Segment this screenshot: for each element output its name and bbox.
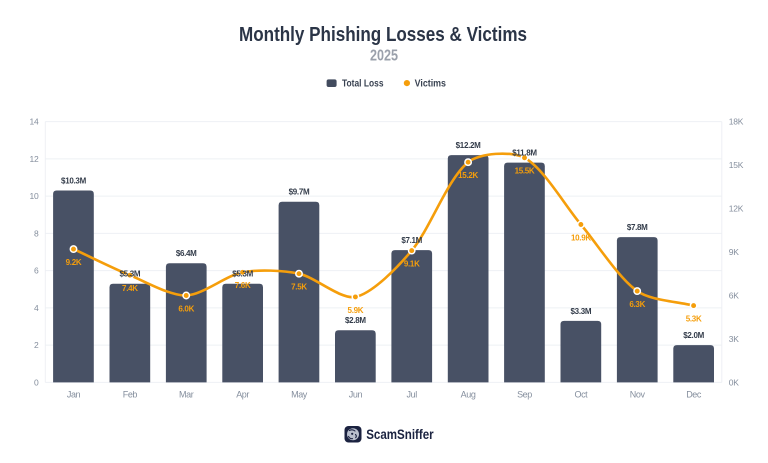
- svg-text:Sep: Sep: [517, 389, 532, 399]
- svg-text:6.0K: 6.0K: [178, 304, 194, 313]
- svg-text:12K: 12K: [729, 204, 744, 214]
- svg-text:Dec: Dec: [686, 389, 702, 399]
- svg-text:6.3K: 6.3K: [629, 300, 645, 309]
- svg-text:15.5K: 15.5K: [515, 167, 535, 176]
- svg-text:6K: 6K: [729, 291, 739, 301]
- svg-text:Nov: Nov: [630, 389, 646, 399]
- svg-text:0K: 0K: [729, 377, 739, 387]
- svg-text:9K: 9K: [729, 247, 739, 257]
- svg-text:Feb: Feb: [123, 389, 138, 399]
- svg-text:Oct: Oct: [574, 389, 588, 399]
- svg-text:Total Loss: Total Loss: [342, 79, 384, 90]
- svg-text:10.9K: 10.9K: [571, 233, 591, 242]
- svg-text:3K: 3K: [729, 334, 739, 344]
- svg-text:15.2K: 15.2K: [458, 171, 478, 180]
- svg-text:8: 8: [34, 228, 39, 238]
- svg-text:Victims: Victims: [415, 79, 447, 90]
- svg-text:$3.3M: $3.3M: [571, 307, 592, 316]
- svg-text:ScamSniffer: ScamSniffer: [366, 427, 434, 442]
- svg-text:$10.3M: $10.3M: [61, 177, 87, 186]
- svg-text:15K: 15K: [729, 160, 744, 170]
- svg-text:2025: 2025: [370, 48, 398, 65]
- svg-text:9.2K: 9.2K: [66, 258, 82, 267]
- svg-text:$2.8M: $2.8M: [345, 316, 366, 325]
- svg-text:Apr: Apr: [236, 389, 249, 399]
- svg-text:Aug: Aug: [461, 389, 476, 399]
- svg-text:$5.3M: $5.3M: [232, 270, 253, 279]
- svg-text:18K: 18K: [729, 117, 744, 127]
- svg-text:5.3K: 5.3K: [686, 315, 702, 324]
- svg-text:$5.3M: $5.3M: [120, 270, 141, 279]
- svg-text:$2.0M: $2.0M: [683, 331, 704, 340]
- svg-text:Jul: Jul: [407, 389, 418, 399]
- svg-text:0: 0: [34, 377, 39, 387]
- svg-text:$12.2M: $12.2M: [456, 141, 482, 150]
- svg-text:5.9K: 5.9K: [348, 306, 364, 315]
- svg-text:9.1K: 9.1K: [404, 260, 420, 269]
- svg-text:Jun: Jun: [349, 389, 363, 399]
- svg-text:May: May: [291, 389, 308, 399]
- svg-text:$6.4M: $6.4M: [176, 249, 197, 258]
- svg-text:Jan: Jan: [67, 389, 81, 399]
- svg-text:$7.1M: $7.1M: [401, 236, 422, 245]
- svg-text:4: 4: [34, 303, 39, 313]
- svg-text:$7.8M: $7.8M: [627, 223, 648, 232]
- svg-text:$9.7M: $9.7M: [289, 188, 310, 197]
- svg-text:$11.8M: $11.8M: [512, 149, 537, 158]
- svg-text:Mar: Mar: [179, 389, 194, 399]
- svg-text:Monthly Phishing Losses & Vict: Monthly Phishing Losses & Victims: [239, 24, 527, 46]
- svg-text:12: 12: [30, 154, 39, 164]
- svg-text:6: 6: [34, 266, 39, 276]
- svg-text:7.5K: 7.5K: [291, 283, 307, 292]
- svg-text:10: 10: [30, 191, 39, 201]
- svg-text:2: 2: [34, 340, 39, 350]
- svg-text:14: 14: [30, 117, 39, 127]
- svg-text:7.4K: 7.4K: [122, 284, 138, 293]
- svg-text:7.6K: 7.6K: [235, 281, 251, 290]
